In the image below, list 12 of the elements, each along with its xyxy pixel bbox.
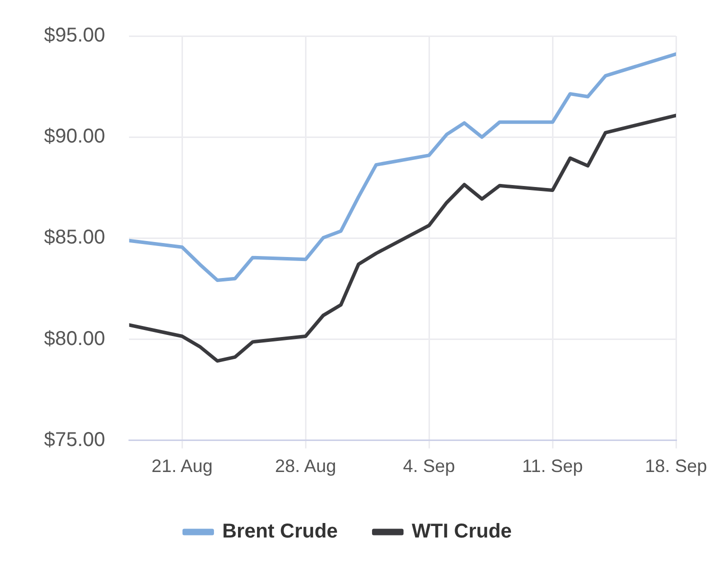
x-tick-label: 28. Aug	[275, 456, 336, 476]
x-tick-label: 18. Sep	[644, 456, 708, 476]
legend-label: WTI Crude	[412, 520, 512, 543]
x-tick-label: 11. Sep	[522, 456, 583, 476]
y-tick-label: $90.00	[44, 126, 106, 148]
x-tick-label: 4. Sep	[403, 456, 456, 476]
y-tick-label: $75.00	[44, 428, 106, 451]
x-tick-label: 21. Aug	[152, 456, 213, 476]
legend-label: Brent Crude	[222, 520, 338, 543]
y-tick-label: $95.00	[44, 24, 106, 47]
y-tick-label: $80.00	[44, 328, 106, 350]
y-tick-label: $85.00	[44, 226, 106, 249]
